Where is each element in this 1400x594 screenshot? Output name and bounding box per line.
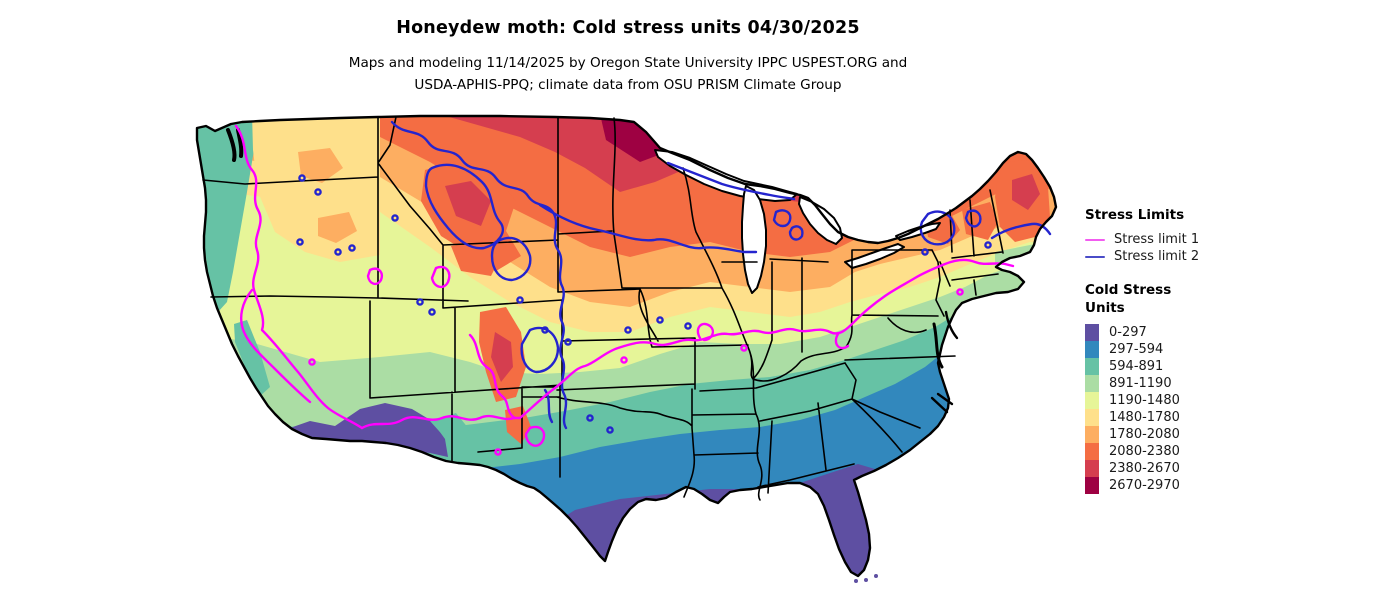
- cold-stress-class-row-4: 1190-1480: [1085, 392, 1385, 409]
- patch-central-valley: [234, 320, 270, 397]
- patch-ewa-orange-1: [298, 148, 343, 183]
- cold-stress-class-swatch-9: [1085, 477, 1099, 494]
- patch-colorado-core: [491, 332, 513, 382]
- patch-pacific-coast: [197, 116, 254, 312]
- patch-ewa-orange-2: [318, 212, 357, 243]
- cold-stress-units-items: 0-297 297-594 594-891 891-1190 1190-1480 1480…: [1085, 324, 1385, 494]
- cold-stress-class-row-9: 2670-2970: [1085, 477, 1385, 494]
- figure-subtitle: Maps and modeling 11/14/2025 by Oregon S…: [185, 52, 1071, 96]
- stress-limit-1-label: Stress limit 1: [1114, 232, 1200, 247]
- patch-maine-core: [1012, 174, 1040, 210]
- cold-stress-class-row-6: 1780-2080: [1085, 426, 1385, 443]
- cold-stress-class-row-8: 2380-2670: [1085, 460, 1385, 477]
- cold-stress-class-swatch-8: [1085, 460, 1099, 477]
- page-title: Honeydew moth: Cold stress units 04/30/2…: [396, 18, 860, 38]
- cold-stress-class-swatch-1: [1085, 341, 1099, 358]
- patch-yellowstone: [451, 241, 501, 276]
- cold-stress-class-row-5: 1480-1780: [1085, 409, 1385, 426]
- stress-limit-1-dots: [308, 288, 964, 456]
- stress-limit-2-label: Stress limit 2: [1114, 249, 1200, 264]
- stress-limit-legend-item-2: Stress limit 2: [1085, 248, 1385, 265]
- stress-limit-1-contour: [234, 124, 1015, 456]
- lake-michigan: [741, 185, 767, 294]
- stress-limits-items: Stress limit 1 Stress limit 2: [1085, 231, 1385, 265]
- cold-stress-units-title-line2: Units: [1085, 300, 1125, 316]
- cold-stress-class-label-1: 297-594: [1109, 342, 1164, 357]
- patch-se-arizona: [430, 413, 469, 449]
- stress-limit-2-contour: [296, 120, 1052, 434]
- chesapeake-bay: [932, 322, 944, 369]
- cold-stress-class-row-1: 297-594: [1085, 341, 1385, 358]
- cold-stress-class-row-0: 0-297: [1085, 324, 1385, 341]
- lake-ontario: [895, 222, 941, 241]
- stress-limit-legend-item-1: Stress limit 1: [1085, 231, 1385, 248]
- cold-stress-raster: [197, 116, 1056, 576]
- lake-huron: [798, 196, 843, 245]
- stress-limit-2-dots: [296, 174, 992, 434]
- cold-stress-class-label-8: 2380-2670: [1109, 461, 1180, 476]
- stress-limit-1-line-icon: [1085, 238, 1105, 241]
- cold-stress-class-label-4: 1190-1480: [1109, 393, 1180, 408]
- cold-stress-class-label-6: 1780-2080: [1109, 427, 1180, 442]
- delaware-bay: [944, 310, 959, 340]
- us-outline: [195, 114, 1058, 578]
- cold-stress-class-swatch-2: [1085, 358, 1099, 375]
- stress-limits-title: Stress Limits: [1085, 207, 1185, 223]
- cold-stress-class-label-0: 0-297: [1109, 325, 1147, 340]
- cold-stress-class-swatch-7: [1085, 443, 1099, 460]
- florida-keys: [854, 574, 878, 583]
- cold-stress-class-swatch-6: [1085, 426, 1099, 443]
- cold-stress-class-swatch-4: [1085, 392, 1099, 409]
- lake-superior: [654, 149, 798, 202]
- figure-header: Honeydew moth: Cold stress units 04/30/2…: [185, 18, 1071, 96]
- cold-stress-units-title-line1: Cold Stress: [1085, 282, 1172, 298]
- subtitle-line-2: USDA-APHIS-PPQ; climate data from OSU PR…: [414, 77, 842, 93]
- cold-stress-class-swatch-3: [1085, 375, 1099, 392]
- cold-stress-class-swatch-0: [1085, 324, 1099, 341]
- stress-limit-2-line-icon: [1085, 255, 1105, 258]
- cold-stress-class-label-3: 891-1190: [1109, 376, 1172, 391]
- patch-idaho-core: [445, 181, 491, 226]
- puget-sound: [226, 128, 244, 162]
- cold-stress-class-swatch-5: [1085, 409, 1099, 426]
- cold-stress-class-label-2: 594-891: [1109, 359, 1164, 374]
- cold-stress-class-row-2: 594-891: [1085, 358, 1385, 375]
- subtitle-line-1: Maps and modeling 11/14/2025 by Oregon S…: [348, 55, 908, 71]
- cold-stress-class-row-3: 891-1190: [1085, 375, 1385, 392]
- cold-stress-class-label-5: 1480-1780: [1109, 410, 1180, 425]
- legend-panel: Stress Limits Stress limit 1 Stress limit…: [1085, 206, 1385, 494]
- cold-stress-class-label-9: 2670-2970: [1109, 478, 1180, 493]
- cold-stress-class-row-7: 2080-2380: [1085, 443, 1385, 460]
- cold-stress-class-label-7: 2080-2380: [1109, 444, 1180, 459]
